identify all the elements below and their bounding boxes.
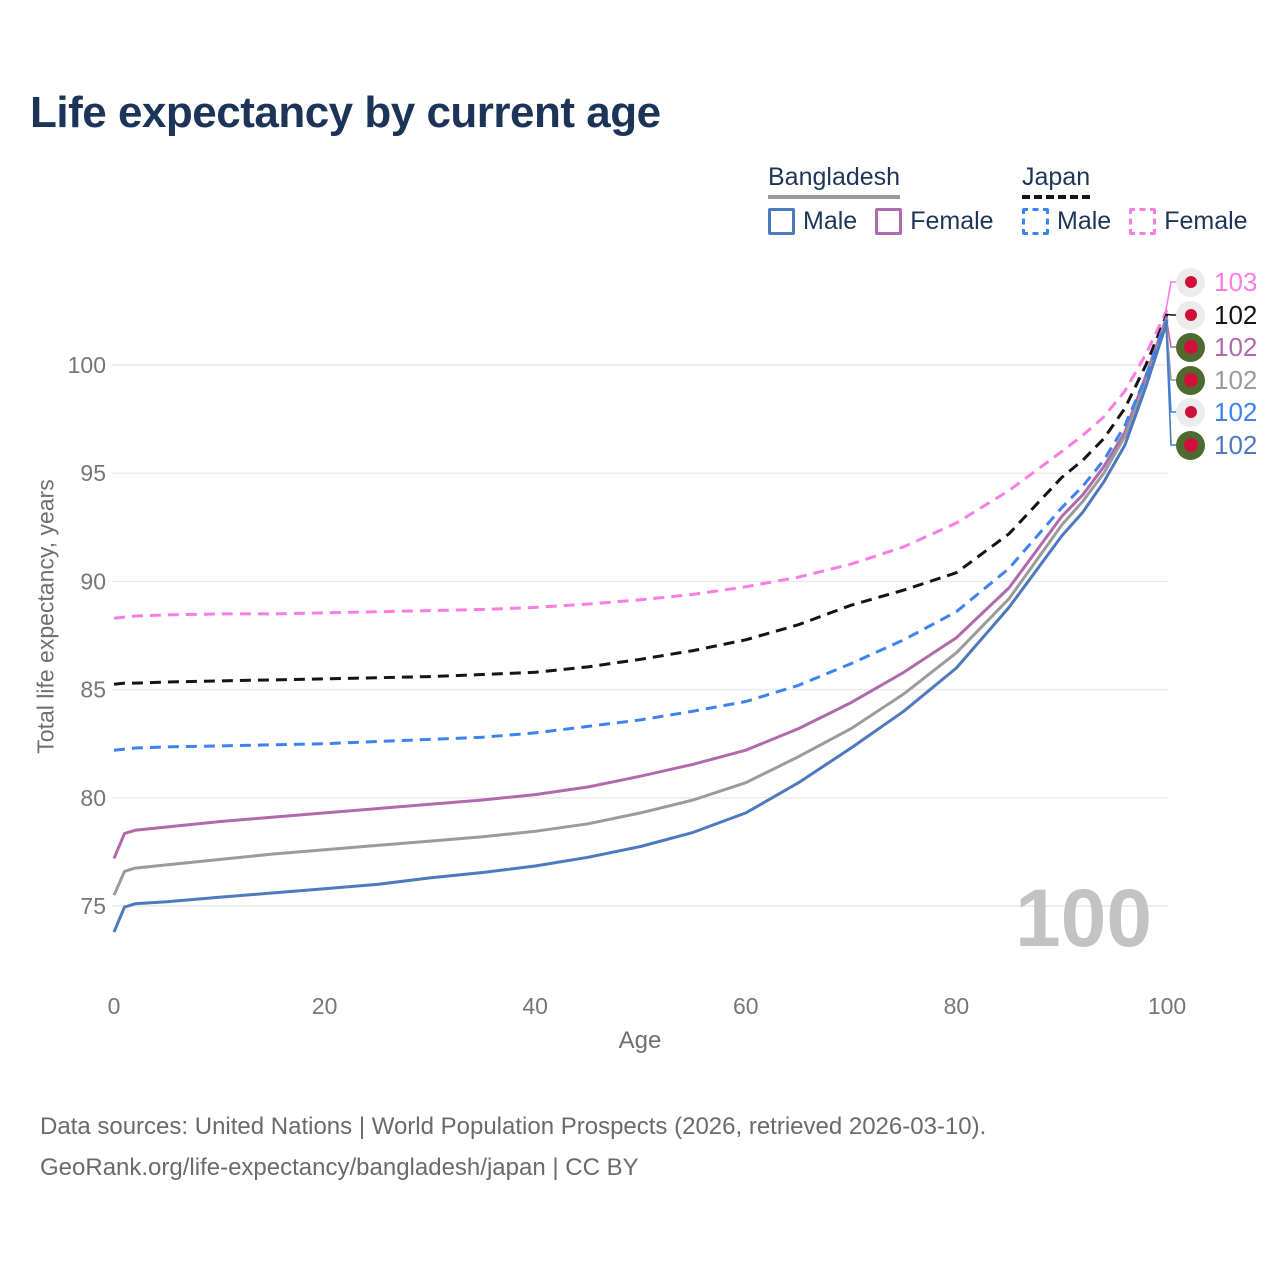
- bangladesh-flag-icon: [1176, 332, 1205, 362]
- legend-items-bangladesh: Male Female: [768, 207, 994, 236]
- x-tick-label-0: 0: [108, 993, 121, 1019]
- japan-flag-icon: [1176, 267, 1205, 297]
- footer-link: GeoRank.org/life-expectancy/bangladesh/j…: [40, 1154, 639, 1181]
- x-tick-label-60: 60: [733, 993, 759, 1019]
- y-tick-label-75: 75: [80, 893, 106, 919]
- series-line-japan-male[interactable]: [113, 319, 1169, 752]
- legend-group-title-bangladesh: Bangladesh: [768, 163, 901, 199]
- end-value: 102: [1214, 332, 1258, 362]
- age-watermark: 100: [1015, 873, 1152, 964]
- end-value: 102: [1214, 397, 1258, 427]
- end-label-bangladesh-total: 102: [1176, 364, 1257, 396]
- legend-group-japan: Japan Male Female: [1022, 163, 1248, 236]
- footer: Data sources: United Nations | World Pop…: [40, 1106, 986, 1188]
- end-label-bangladesh-female: 102: [1176, 331, 1257, 363]
- leader-line-japan-female: [1165, 281, 1177, 310]
- end-value: 102: [1214, 365, 1258, 395]
- legend-group-bangladesh: Bangladesh Male Female: [768, 163, 994, 236]
- line-style-swatch: [1129, 208, 1157, 235]
- legend-item-japan-male[interactable]: Male: [1022, 207, 1111, 236]
- line-style-swatch: [875, 208, 903, 235]
- flag-dot: [1183, 438, 1198, 452]
- flag-dot: [1184, 406, 1197, 418]
- legend-item-bangladesh-female[interactable]: Female: [875, 207, 994, 236]
- x-axis-title: Age: [618, 1027, 662, 1054]
- end-value: 103: [1214, 267, 1258, 297]
- leader-line-bangladesh-male: [1165, 321, 1177, 446]
- japan-flag-icon: [1176, 397, 1205, 427]
- bangladesh-flag-icon: [1176, 430, 1205, 460]
- legend-item-japan-female[interactable]: Female: [1129, 207, 1248, 236]
- series-line-bangladesh-female[interactable]: [112, 315, 1169, 859]
- japan-flag-icon: [1176, 300, 1205, 330]
- legend-items-japan: Male Female: [1022, 207, 1248, 236]
- legend-item-bangladesh-male[interactable]: Male: [768, 207, 857, 236]
- end-label-bangladesh-male: 102: [1176, 429, 1257, 461]
- end-label-japan-female: 103: [1176, 266, 1257, 298]
- series-line-japan-total[interactable]: [113, 313, 1169, 686]
- y-tick-label-95: 95: [80, 460, 106, 486]
- x-tick-label-80: 80: [944, 993, 970, 1019]
- bangladesh-flag-icon: [1176, 365, 1205, 395]
- end-label-japan-male: 102: [1176, 396, 1257, 428]
- flag-dot: [1183, 340, 1198, 354]
- leader-line-bangladesh-female: [1165, 316, 1177, 348]
- y-tick-label-85: 85: [80, 677, 106, 703]
- series-line-bangladesh-total[interactable]: [112, 318, 1169, 896]
- end-value: 102: [1214, 430, 1258, 460]
- x-tick-label-20: 20: [312, 993, 338, 1019]
- y-tick-label-100: 100: [68, 352, 106, 378]
- series-line-japan-female[interactable]: [113, 309, 1169, 620]
- legend-item-label: Female: [1164, 207, 1248, 235]
- line-style-swatch: [1022, 208, 1049, 235]
- legend-group-title-japan: Japan: [1022, 163, 1091, 199]
- end-label-japan-total: 102: [1176, 299, 1257, 331]
- x-tick-label-40: 40: [522, 993, 548, 1019]
- footer-sources: Data sources: United Nations | World Pop…: [40, 1113, 987, 1140]
- end-value: 102: [1214, 300, 1258, 330]
- legend-item-label: Male: [1057, 207, 1112, 235]
- flag-dot: [1184, 276, 1197, 288]
- legend-item-label: Male: [803, 207, 858, 235]
- flag-dot: [1183, 373, 1198, 387]
- line-style-swatch: [768, 208, 795, 235]
- legend-item-label: Female: [910, 207, 994, 235]
- flag-dot: [1184, 309, 1197, 321]
- y-tick-label-80: 80: [80, 785, 106, 811]
- page-title: Life expectancy by current age: [30, 88, 661, 137]
- series-line-bangladesh-male[interactable]: [112, 321, 1169, 933]
- x-tick-label-100: 100: [1148, 993, 1186, 1019]
- y-tick-label-90: 90: [80, 568, 106, 594]
